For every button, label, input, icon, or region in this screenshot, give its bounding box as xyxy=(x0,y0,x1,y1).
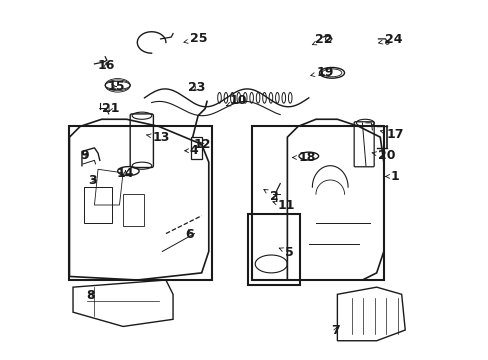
Text: 4: 4 xyxy=(184,144,198,157)
Text: 18: 18 xyxy=(292,151,316,164)
Text: 5: 5 xyxy=(279,246,293,258)
Text: 10: 10 xyxy=(226,94,246,107)
Text: 14: 14 xyxy=(116,167,134,180)
Text: 2: 2 xyxy=(264,189,278,203)
Text: 11: 11 xyxy=(272,199,294,212)
Text: 16: 16 xyxy=(97,59,115,72)
Text: 25: 25 xyxy=(183,32,207,45)
Bar xyxy=(251,126,383,280)
Text: 15: 15 xyxy=(107,80,125,93)
Text: 12: 12 xyxy=(193,139,211,152)
Text: 8: 8 xyxy=(86,288,95,302)
Text: 3: 3 xyxy=(88,174,97,186)
Bar xyxy=(69,126,211,280)
Text: 19: 19 xyxy=(310,66,334,78)
Bar xyxy=(247,214,299,285)
Text: 7: 7 xyxy=(331,324,339,337)
Text: 21: 21 xyxy=(102,102,119,115)
Text: 9: 9 xyxy=(80,149,89,162)
Text: 17: 17 xyxy=(380,128,404,141)
Text: 23: 23 xyxy=(188,81,205,94)
Text: 6: 6 xyxy=(184,228,193,241)
Text: 22: 22 xyxy=(312,33,332,46)
Text: 1: 1 xyxy=(385,170,399,183)
Text: 13: 13 xyxy=(146,131,169,144)
Text: 20: 20 xyxy=(371,149,394,162)
Text: 24: 24 xyxy=(378,33,402,46)
